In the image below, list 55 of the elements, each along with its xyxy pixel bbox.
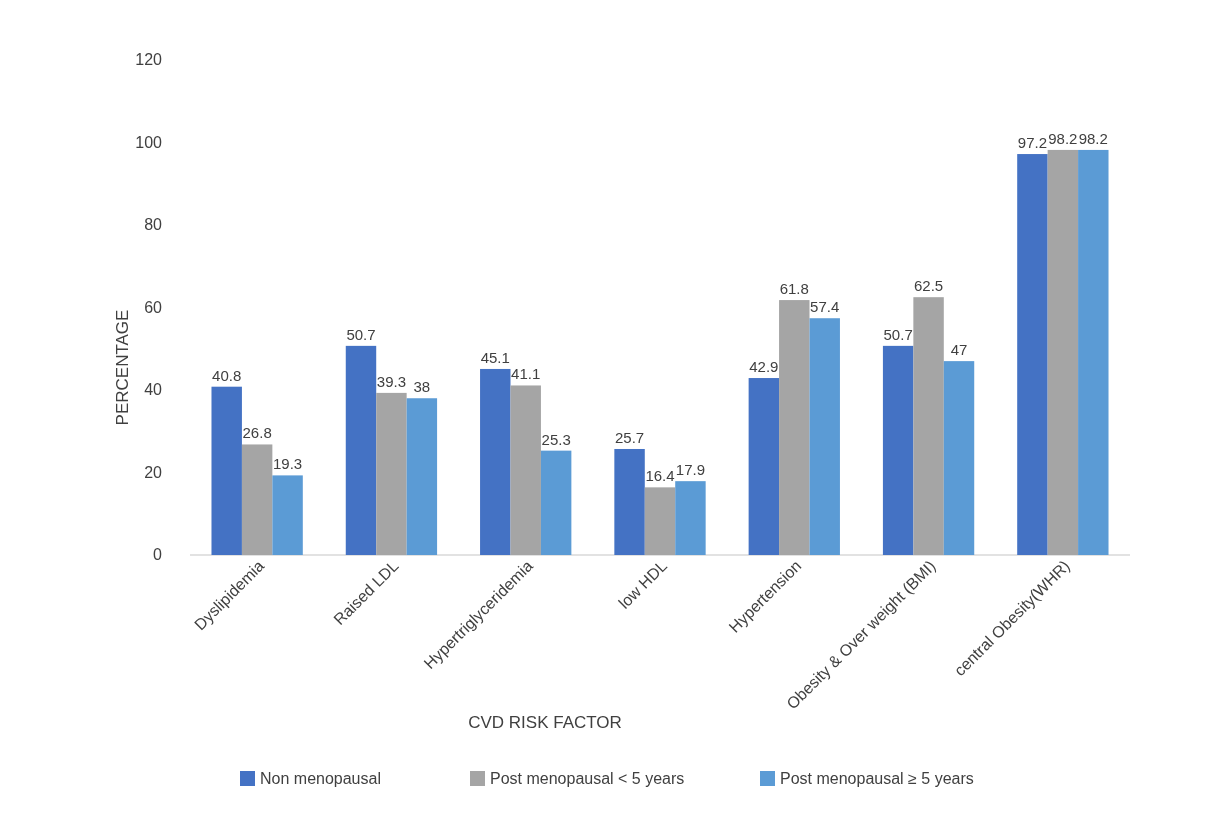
data-label: 26.8	[242, 424, 272, 442]
data-label: 50.7	[346, 325, 376, 343]
bar	[1017, 154, 1048, 555]
bar	[882, 345, 914, 555]
bar	[779, 300, 810, 555]
bar	[913, 297, 944, 555]
data-label: 57.4	[810, 298, 840, 316]
data-label: 50.7	[883, 325, 913, 343]
bar	[406, 398, 438, 555]
legend-label: Non menopausal	[260, 770, 381, 787]
bar	[211, 386, 242, 555]
bar	[272, 475, 303, 555]
data-label: 25.3	[541, 430, 571, 448]
bar	[614, 448, 645, 555]
bar	[480, 368, 511, 555]
data-label: 47	[950, 341, 968, 359]
data-label: 39.3	[376, 372, 407, 390]
y-tick-label: 0	[153, 546, 163, 563]
bar	[675, 481, 706, 555]
y-tick-label: 80	[144, 216, 163, 233]
data-label: 62.5	[913, 277, 944, 295]
y-tick-label: 20	[144, 463, 163, 481]
data-label: 42.9	[749, 358, 779, 376]
data-label: 41.1	[511, 365, 541, 383]
bar	[809, 318, 840, 555]
bar	[540, 450, 572, 555]
data-label: 61.8	[779, 280, 809, 298]
data-label: 25.7	[614, 428, 645, 446]
y-tick-label: 100	[135, 133, 163, 151]
bar	[1078, 149, 1109, 555]
bar	[241, 444, 273, 555]
data-label: 97.2	[1017, 134, 1048, 152]
data-label: 17.9	[675, 461, 706, 479]
data-label: 19.3	[272, 455, 303, 473]
bar	[510, 385, 541, 555]
data-label: 98.2	[1078, 129, 1108, 147]
y-axis-title: PERCENTAGE	[113, 309, 132, 426]
data-label: 40.8	[212, 366, 242, 384]
bar	[345, 345, 377, 555]
legend-label: Post menopausal < 5 years	[490, 770, 685, 787]
data-label: 45.1	[480, 348, 510, 366]
bar	[376, 392, 407, 555]
x-tick-label: low HDL	[615, 557, 671, 612]
x-axis-title: CVD RISK FACTOR	[468, 713, 622, 732]
bar	[748, 378, 780, 555]
y-tick-label: 60	[144, 298, 163, 316]
data-label: 16.4	[645, 467, 675, 485]
data-label: 38	[413, 378, 431, 396]
bar	[644, 487, 676, 555]
data-label: 98.2	[1048, 129, 1078, 147]
bar	[1047, 149, 1079, 555]
bar	[943, 361, 975, 555]
legend-label: Post menopausal ≥ 5 years	[780, 770, 974, 787]
y-tick-label: 40	[144, 381, 163, 398]
y-tick-label: 120	[135, 51, 163, 68]
